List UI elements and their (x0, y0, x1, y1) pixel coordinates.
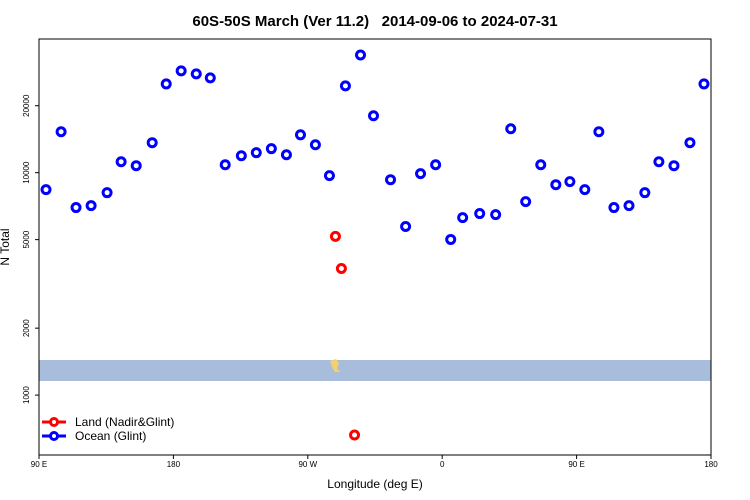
point (445, 233, 457, 245)
point (339, 80, 351, 92)
point (349, 429, 361, 441)
map-strip (39, 360, 711, 381)
x-tick-label: 90 E (31, 460, 47, 469)
point (329, 230, 341, 242)
point (474, 208, 486, 220)
point (355, 49, 367, 61)
point (608, 202, 620, 214)
point (550, 179, 562, 191)
point (430, 159, 442, 171)
point (130, 160, 142, 172)
point (505, 123, 517, 135)
y-tick-label: 2000 (22, 319, 31, 337)
x-tick-label: 0 (440, 460, 445, 469)
chart-title: 60S-50S March (Ver 11.2) 2014-09-06 to 2… (192, 13, 557, 30)
point (457, 212, 469, 224)
point (653, 156, 665, 168)
point (190, 68, 202, 80)
legend-marker (49, 431, 59, 441)
point (335, 262, 347, 274)
y-axis-label: N Total (0, 228, 12, 265)
legend-marker (49, 417, 59, 427)
point (668, 160, 680, 172)
plot-frame (38, 38, 712, 456)
point (146, 137, 158, 149)
point (40, 184, 52, 196)
point (639, 187, 651, 199)
point (564, 176, 576, 188)
point (400, 220, 412, 232)
point (55, 126, 67, 138)
point (101, 187, 113, 199)
x-tick-label: 180 (167, 460, 181, 469)
point (294, 129, 306, 141)
point (415, 168, 427, 180)
legend-label: Land (Nadir&Glint) (75, 415, 174, 429)
point (593, 126, 605, 138)
point (490, 209, 502, 221)
map-land (330, 359, 341, 372)
point (160, 78, 172, 90)
y-tick-label: 20000 (22, 94, 31, 117)
point (115, 156, 127, 168)
point (385, 174, 397, 186)
y-tick-label: 10000 (22, 161, 31, 184)
point (309, 139, 321, 151)
point (280, 149, 292, 161)
point (323, 170, 335, 182)
point (235, 150, 247, 162)
point (85, 200, 97, 212)
y-tick-label: 5000 (22, 230, 31, 248)
point (698, 78, 710, 90)
x-tick-label: 90 E (568, 460, 584, 469)
point (219, 159, 231, 171)
point (623, 200, 635, 212)
point (579, 184, 591, 196)
x-tick-label: 180 (704, 460, 718, 469)
legend-label: Ocean (Glint) (75, 429, 146, 443)
y-tick-label: 1000 (22, 386, 31, 404)
point (265, 143, 277, 155)
point (175, 65, 187, 77)
point (368, 110, 380, 122)
point (204, 72, 216, 84)
point (535, 159, 547, 171)
point (520, 196, 532, 208)
point (684, 137, 696, 149)
point (70, 202, 82, 214)
point (250, 147, 262, 159)
x-axis-label: Longitude (deg E) (327, 477, 422, 491)
x-tick-label: 90 W (298, 460, 317, 469)
